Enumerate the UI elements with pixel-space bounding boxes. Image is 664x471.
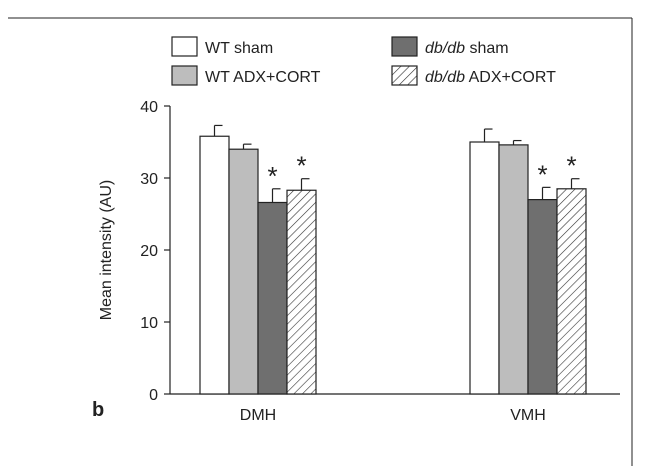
- y-axis-title: Mean intensity (AU): [98, 180, 115, 321]
- legend-swatch: [391, 65, 418, 86]
- bar: [556, 188, 587, 395]
- legend-swatch: [391, 36, 418, 57]
- significance-marker: *: [566, 151, 576, 181]
- bar: [199, 135, 230, 395]
- legend-swatch: [171, 65, 198, 86]
- x-category-label: DMH: [240, 407, 276, 424]
- x-category-label: VMH: [510, 407, 546, 424]
- panel-label: b: [92, 399, 104, 421]
- y-tick-label: 30: [140, 171, 158, 188]
- significance-marker: *: [296, 151, 306, 181]
- y-tick-label: 40: [140, 99, 158, 116]
- bar: [257, 201, 288, 395]
- legend-label: WT sham: [205, 40, 273, 57]
- bar: [527, 199, 558, 395]
- bar: [286, 189, 317, 395]
- legend-swatch: [171, 36, 198, 57]
- y-tick-label: 20: [140, 243, 158, 260]
- bar: [498, 144, 529, 395]
- legend-label: WT ADX+CORT: [205, 69, 321, 86]
- y-tick-label: 0: [149, 387, 158, 404]
- significance-marker: *: [537, 159, 547, 189]
- bar: [469, 141, 500, 395]
- y-tick-label: 10: [140, 315, 158, 332]
- significance-marker: *: [267, 161, 277, 191]
- legend-label: db/db ADX+CORT: [425, 69, 556, 86]
- bar: [228, 148, 259, 395]
- legend-label: db/db sham: [425, 40, 509, 57]
